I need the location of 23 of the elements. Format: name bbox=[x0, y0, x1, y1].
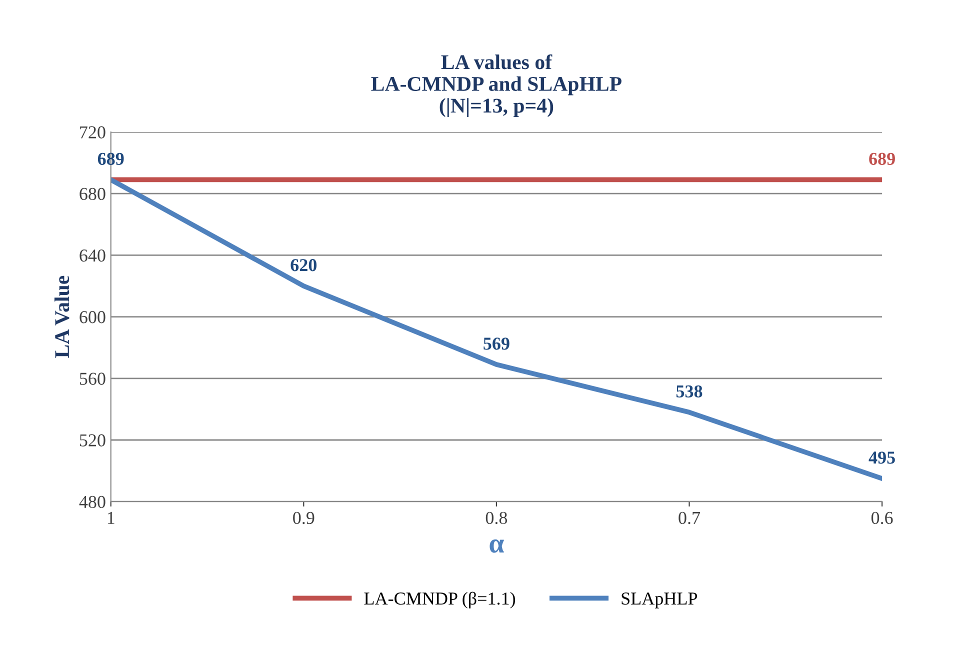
chart-title: LA values of LA-CMNDP and SLApHLP (|N|=13, p=4) bbox=[371, 54, 622, 118]
y-tick-label: 520 bbox=[80, 434, 106, 446]
data-label: 495 bbox=[868, 452, 895, 464]
y-tick-label: 720 bbox=[80, 126, 106, 138]
x-tick-label: 0.9 bbox=[293, 512, 314, 524]
data-label: 620 bbox=[290, 259, 317, 272]
x-axis-title: α bbox=[490, 539, 504, 553]
data-label: 569 bbox=[484, 338, 510, 350]
y-tick-label: 680 bbox=[80, 188, 106, 200]
y-tick-label: 640 bbox=[80, 249, 106, 262]
y-axis-title: LA Value bbox=[54, 276, 70, 358]
x-tick-label: 0.8 bbox=[486, 512, 508, 524]
data-label: 538 bbox=[676, 385, 702, 398]
legend-label: SLApHLP bbox=[622, 592, 698, 608]
x-tick-label: 0.6 bbox=[871, 512, 893, 524]
y-tick-label: 600 bbox=[80, 311, 106, 324]
legend-label: LA-CMNDP (β=1.1) bbox=[364, 592, 516, 608]
y-tick-label: 480 bbox=[79, 496, 106, 508]
data-label: 689 bbox=[98, 152, 124, 165]
x-tick-label: 1 bbox=[108, 512, 114, 524]
data-label: 689 bbox=[869, 152, 895, 165]
x-tick-label: 0.7 bbox=[678, 512, 700, 524]
y-tick-label: 560 bbox=[80, 372, 106, 385]
